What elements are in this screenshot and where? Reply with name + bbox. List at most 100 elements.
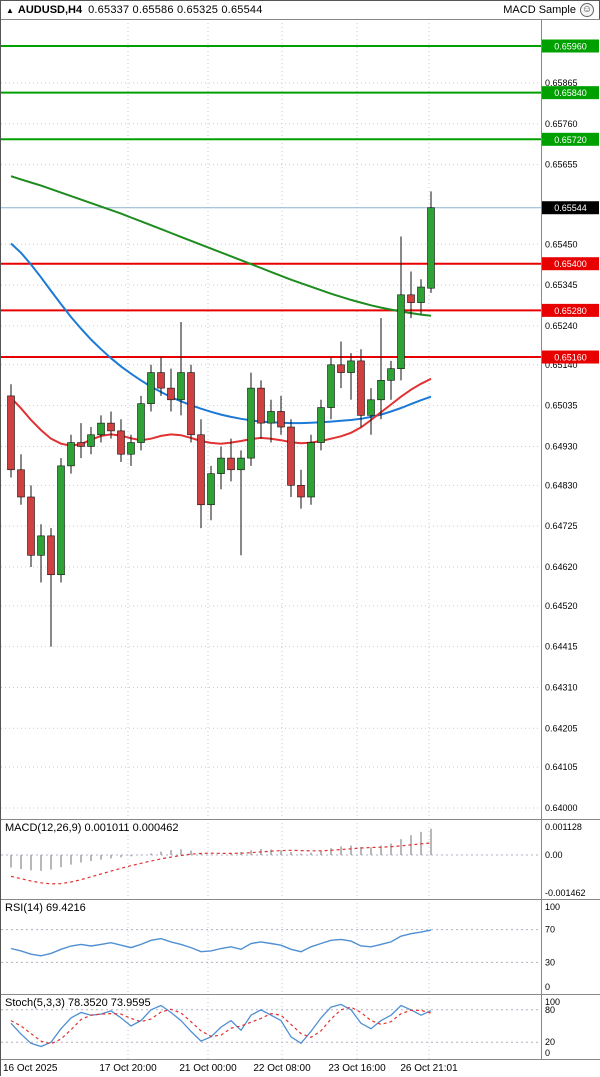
macd-signal-line	[10, 842, 432, 885]
chart-symbol-icon: ▲	[6, 5, 14, 15]
candle-body	[407, 294, 415, 303]
candle-body	[307, 442, 315, 498]
symbol-timeframe-label: AUDUSD,H4	[17, 4, 83, 16]
slow-ma-line	[10, 175, 432, 317]
indicator-tick-label: 0.00	[545, 850, 563, 860]
macd-indicator-panel[interactable]: 0.001128 0.00 -0.001462	[1, 819, 600, 899]
price-tick-label: 0.65240	[545, 321, 578, 331]
candle-body	[397, 294, 405, 369]
candle-body	[337, 364, 345, 373]
candle-body	[247, 387, 255, 459]
indicator-tick-label: 0.001128	[545, 822, 582, 832]
time-axis: 16 Oct 2025 17 Oct 20:00 21 Oct 00:00 22…	[1, 1059, 600, 1077]
time-label: 26 Oct 21:01	[400, 1063, 458, 1074]
price-tick-label: 0.64620	[545, 562, 578, 572]
price-tick-label: 0.64830	[545, 480, 578, 490]
ohlc-values: 0.65337 0.65586 0.65325 0.65544	[88, 4, 263, 16]
candle-body	[67, 442, 75, 467]
time-label: 17 Oct 20:00	[99, 1063, 157, 1074]
candle-body	[257, 387, 265, 424]
candle-body	[237, 457, 245, 471]
price-tick-label: 0.65865	[545, 78, 578, 88]
price-tick-label: 0.65655	[545, 160, 578, 170]
candle-body	[17, 469, 25, 498]
candle-body	[187, 372, 195, 436]
expert-advisor-name: MACD Sample	[503, 4, 576, 16]
candle-body	[47, 535, 55, 576]
candles	[7, 191, 435, 647]
time-label: 21 Oct 00:00	[179, 1063, 237, 1074]
candle-body	[37, 535, 45, 556]
candle-body	[147, 372, 155, 404]
candle-body	[417, 286, 425, 303]
candle-body	[137, 403, 145, 443]
indicator-tick-label: 100	[545, 997, 560, 1007]
candle-body	[387, 368, 395, 381]
candle-body	[167, 387, 175, 401]
rsi-indicator-panel[interactable]: 100 70 30 0	[1, 899, 600, 994]
candle-body	[57, 465, 65, 576]
candle-body	[317, 407, 325, 443]
indicator-tick-label: 0	[545, 982, 550, 992]
price-tick-label: 0.64310	[545, 682, 578, 692]
resistance-price-badge	[542, 132, 599, 146]
price-badge-label: 0.65280	[554, 306, 587, 316]
price-badge-label: 0.65544	[554, 203, 587, 213]
candle-body	[377, 380, 385, 401]
candle-body	[207, 473, 215, 506]
candle-body	[177, 372, 185, 401]
candle-body	[367, 399, 375, 416]
time-label: 23 Oct 16:00	[328, 1063, 386, 1074]
resistance-price-badge	[542, 86, 599, 100]
indicator-tick-label: 70	[545, 925, 555, 935]
price-tick-label: 0.65450	[545, 239, 578, 249]
resistance-price-badge	[542, 39, 599, 53]
candle-body	[77, 442, 85, 447]
price-badge-label: 0.65960	[554, 42, 587, 52]
candle-body	[277, 411, 285, 428]
candle-body	[157, 372, 165, 389]
indicator-tick-label: 20	[545, 1037, 555, 1047]
price-chart-canvas[interactable]: 0.65865 0.65760 0.65655 0.65450 0.65345 0.652…	[1, 19, 600, 819]
price-badge-label: 0.65840	[554, 88, 587, 98]
panel-background	[1, 994, 600, 1059]
indicator-tick-label: 100	[545, 902, 560, 912]
support-price-badge	[542, 303, 599, 317]
candle-body	[357, 360, 365, 416]
candle-body	[427, 207, 435, 289]
rsi-line	[10, 929, 432, 957]
indicator-tick-label: 80	[545, 1005, 555, 1015]
indicator-tick-label: 0	[545, 1048, 550, 1058]
price-tick-label: 0.64930	[545, 441, 578, 451]
price-tick-label: 0.64205	[545, 723, 578, 733]
price-tick-label: 0.65140	[545, 360, 578, 370]
candle-body	[97, 422, 105, 436]
expert-advisor-smiley-icon[interactable]: ☺	[580, 3, 594, 17]
candle-body	[227, 457, 235, 471]
candle-body	[27, 496, 35, 556]
price-tick-label: 0.64000	[545, 803, 578, 813]
time-label: 16 Oct 2025	[3, 1063, 58, 1074]
candle-body	[287, 426, 295, 486]
candle-body	[7, 395, 15, 471]
support-price-badge	[542, 257, 599, 271]
price-badge-label: 0.65720	[554, 135, 587, 145]
candle-body	[127, 442, 135, 455]
candle-body	[87, 434, 95, 447]
price-tick-label: 0.65760	[545, 119, 578, 129]
price-tick-label: 0.65035	[545, 401, 578, 411]
price-tick-label: 0.65345	[545, 280, 578, 290]
stoch-signal-line	[10, 1006, 432, 1045]
time-label: 22 Oct 08:00	[253, 1063, 311, 1074]
price-badge-label: 0.65400	[554, 259, 587, 269]
current-price-badge	[542, 201, 599, 215]
price-tick-label: 0.64520	[545, 601, 578, 611]
price-badge-label: 0.65160	[554, 353, 587, 363]
support-price-badge	[542, 350, 599, 364]
price-tick-label: 0.64725	[545, 521, 578, 531]
indicator-tick-label: 30	[545, 957, 555, 967]
candle-body	[297, 485, 305, 498]
panel-background	[1, 899, 600, 994]
